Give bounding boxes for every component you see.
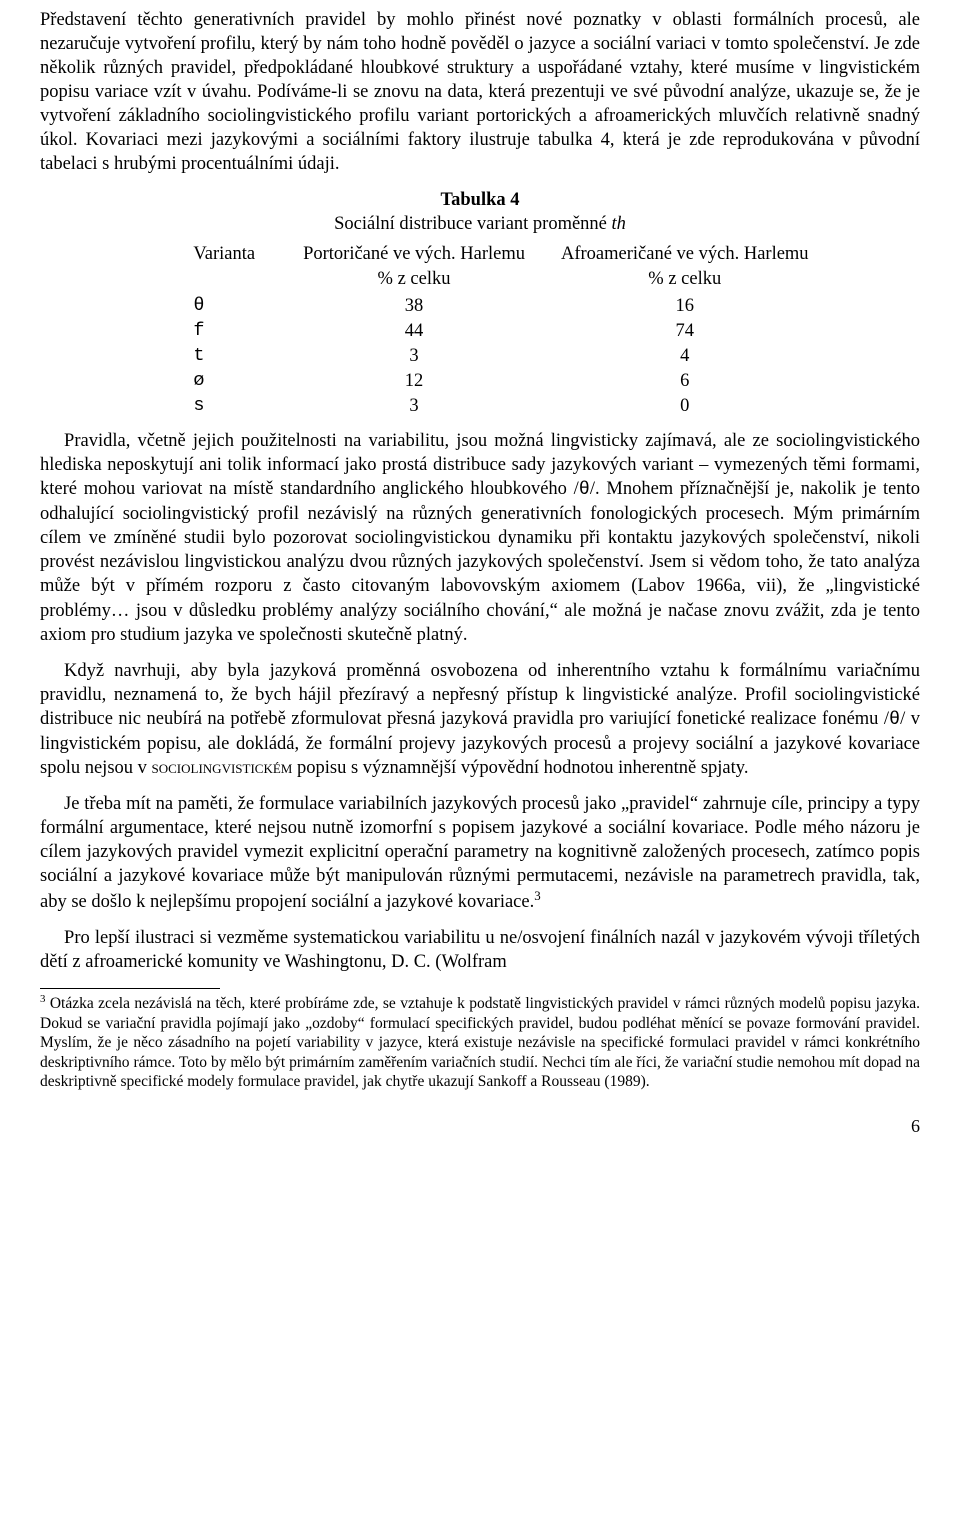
table-row: t 3 4: [133, 344, 826, 369]
page-number: 6: [40, 1115, 920, 1138]
p2-b: /. Mnohem příznačnější je, nakolik je te…: [40, 479, 920, 644]
table-4: Tabulka 4 Sociální distribuce variant pr…: [40, 188, 920, 419]
cell-variant: θ: [133, 294, 285, 319]
smallcaps-word: sociolingvistickém: [152, 758, 293, 778]
paragraph-1: Představení těchto generativních pravide…: [40, 8, 920, 176]
p3-a: Když navrhuji, aby byla jazyková proměnn…: [40, 661, 920, 729]
table-subtitle: Sociální distribuce variant proměnné th: [40, 212, 920, 236]
p3-c: popisu s významnější výpovědní hodnotou …: [292, 758, 748, 778]
cell: 0: [543, 394, 827, 419]
p4-text: Je třeba mít na paměti, že formulace var…: [40, 794, 920, 912]
theta-symbol: θ: [579, 479, 590, 500]
cell: 44: [285, 319, 543, 344]
table-data: Varianta Portoričané ve vých. Harlemu Af…: [133, 242, 826, 419]
table-row: ø 12 6: [133, 369, 826, 394]
cell: 4: [543, 344, 827, 369]
paragraph-3: Když navrhuji, aby byla jazyková proměnn…: [40, 659, 920, 780]
cell-variant: s: [133, 394, 285, 419]
footnote-rule: [40, 988, 220, 989]
table-subtitle-var: th: [612, 214, 626, 234]
cell-variant: ø: [133, 369, 285, 394]
cell: 38: [285, 294, 543, 319]
cell: 16: [543, 294, 827, 319]
paragraph-5: Pro lepší ilustraci si vezměme systemati…: [40, 926, 920, 974]
col-sub-2: % z celku: [543, 267, 827, 294]
table-title: Tabulka 4: [40, 188, 920, 212]
table-row: θ 38 16: [133, 294, 826, 319]
cell: 74: [543, 319, 827, 344]
table-subtitle-text: Sociální distribuce variant proměnné: [334, 214, 611, 234]
col-head-2: Afroameričané ve vých. Harlemu: [543, 242, 827, 267]
theta-symbol: θ: [889, 709, 900, 730]
col-head-1: Portoričané ve vých. Harlemu: [285, 242, 543, 267]
paragraph-4: Je třeba mít na paměti, že formulace var…: [40, 792, 920, 914]
cell: 12: [285, 369, 543, 394]
cell-variant: t: [133, 344, 285, 369]
col-sub-1: % z celku: [285, 267, 543, 294]
footnote-3: 3 Otázka zcela nezávislá na těch, které …: [40, 993, 920, 1091]
cell: 3: [285, 394, 543, 419]
col-head-variant: Varianta: [133, 242, 285, 267]
table-row: f 44 74: [133, 319, 826, 344]
table-row: s 3 0: [133, 394, 826, 419]
paragraph-2: Pravidla, včetně jejich použitelnosti na…: [40, 429, 920, 646]
footnote-ref: 3: [534, 888, 540, 903]
cell: 6: [543, 369, 827, 394]
cell-variant: f: [133, 319, 285, 344]
cell: 3: [285, 344, 543, 369]
footnote-text: Otázka zcela nezávislá na těch, které pr…: [40, 996, 920, 1091]
